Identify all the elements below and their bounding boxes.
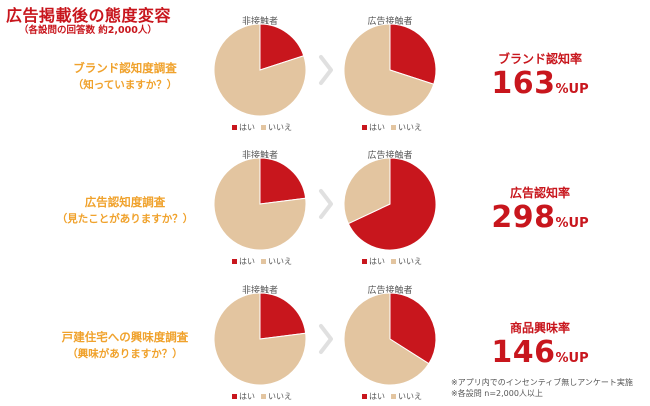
pie-legend: はい いいえ — [362, 391, 422, 402]
question-label: 戸建住宅への興味度調査 （興味がありますか？） — [10, 329, 240, 361]
pie-slice-yes — [259, 157, 307, 205]
pie-legend: はい いいえ — [232, 256, 292, 267]
legend-label-no: いいえ — [398, 123, 422, 132]
legend-swatch-yes — [362, 125, 367, 130]
chevron-right-icon — [319, 55, 333, 85]
legend-swatch-no — [261, 125, 266, 130]
legend-swatch-no — [391, 394, 396, 399]
legend-label-no: いいえ — [398, 392, 422, 401]
metric-value: 163%UP — [460, 66, 620, 101]
legend-swatch-no — [391, 125, 396, 130]
metric-label: 広告認知率 — [509, 186, 570, 200]
legend-swatch-yes — [362, 259, 367, 264]
legend-swatch-no — [261, 259, 266, 264]
legend-label-yes: はい — [369, 123, 385, 132]
legend-swatch-yes — [232, 259, 237, 264]
pie-title: 広告接触者 — [367, 151, 413, 161]
footnote-2: ※各設問 n=2,000人以上 — [451, 389, 543, 398]
pie-chart — [213, 292, 307, 386]
pie-legend: はい いいえ — [232, 122, 292, 133]
legend-label-yes: はい — [239, 257, 255, 266]
question-line2: （見たことがありますか？） — [56, 213, 194, 225]
metric-value: 298%UP — [460, 200, 620, 235]
pie-chart — [343, 157, 437, 251]
legend-swatch-no — [261, 394, 266, 399]
metric-number: 163 — [491, 66, 556, 101]
legend-swatch-yes — [362, 394, 367, 399]
pie-slice-yes — [389, 23, 437, 85]
question-label: 広告認知度調査 （見たことがありますか？） — [10, 194, 240, 226]
question-line1: 広告認知度調査 — [84, 195, 166, 209]
pie-chart — [213, 23, 307, 117]
pie-chart — [213, 157, 307, 251]
metric-value: 146%UP — [460, 335, 620, 370]
pie-title: 広告接触者 — [367, 286, 413, 296]
pie-title: 非接触者 — [241, 286, 278, 296]
page-title: 広告掲載後の態度変容 — [6, 6, 172, 25]
pie-slice-no — [213, 157, 307, 251]
metric-unit: %UP — [555, 82, 589, 97]
metric-unit: %UP — [555, 351, 589, 366]
pie-slice-no — [343, 23, 435, 117]
pie-chart — [343, 23, 437, 117]
pie-title: 非接触者 — [241, 151, 278, 161]
footnotes: ※アプリ内でのインセンティブ無しアンケート実施 ※各設問 n=2,000人以上 — [451, 377, 633, 399]
legend-label-yes: はい — [239, 392, 255, 401]
pie-legend: はい いいえ — [232, 391, 292, 402]
metric-number: 298 — [491, 200, 556, 235]
legend-label-yes: はい — [369, 257, 385, 266]
question-line1: ブランド認知度調査 — [73, 61, 177, 75]
legend-label-no: いいえ — [268, 257, 292, 266]
pie-slice-no — [213, 23, 307, 117]
pie-chart — [343, 292, 437, 386]
pie-slice-no — [213, 292, 307, 386]
pie-legend: はい いいえ — [362, 256, 422, 267]
question-label: ブランド認知度調査 （知っていますか？） — [10, 60, 240, 92]
pie-slice-yes — [259, 292, 307, 340]
metric-unit: %UP — [555, 216, 589, 231]
footnote-1: ※アプリ内でのインセンティブ無しアンケート実施 — [451, 378, 633, 387]
pie-title: 非接触者 — [241, 17, 278, 27]
pie-legend: はい いいえ — [362, 122, 422, 133]
chevron-right-icon — [319, 189, 333, 219]
question-line2: （興味がありますか？） — [67, 348, 183, 360]
legend-label-yes: はい — [369, 392, 385, 401]
legend-label-no: いいえ — [268, 123, 292, 132]
question-line2: （知っていますか？） — [72, 79, 178, 91]
legend-swatch-yes — [232, 125, 237, 130]
pie-slice-yes — [347, 157, 437, 251]
legend-label-yes: はい — [239, 123, 255, 132]
legend-label-no: いいえ — [268, 392, 292, 401]
legend-swatch-yes — [232, 394, 237, 399]
question-line1: 戸建住宅への興味度調査 — [61, 330, 189, 344]
legend-swatch-no — [391, 259, 396, 264]
metric-label: ブランド認知率 — [497, 52, 582, 66]
page-subtitle: （各設問の回答数 約2,000人） — [19, 25, 157, 36]
pie-slice-no — [343, 157, 391, 225]
pie-slice-yes — [259, 23, 305, 71]
chevron-right-icon — [319, 324, 333, 354]
legend-label-no: いいえ — [398, 257, 422, 266]
metric-number: 146 — [491, 335, 556, 370]
metric-label: 商品興味率 — [509, 321, 570, 335]
pie-slice-no — [343, 292, 430, 386]
pie-title: 広告接触者 — [367, 17, 413, 27]
